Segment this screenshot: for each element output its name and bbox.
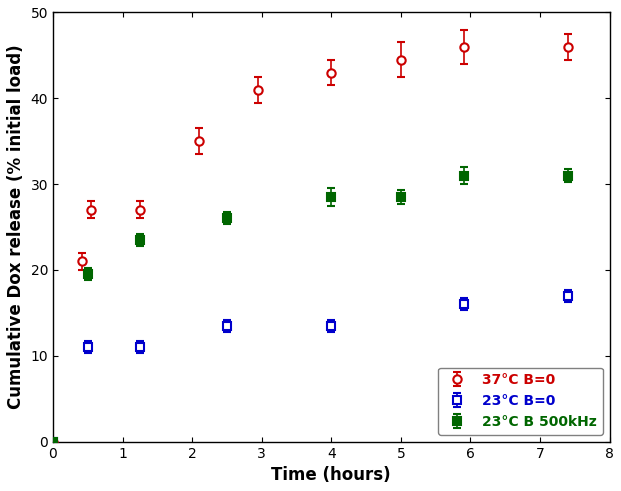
- Y-axis label: Cumulative Dox release (% initial load): Cumulative Dox release (% initial load): [7, 45, 25, 409]
- X-axis label: Time (hours): Time (hours): [271, 466, 391, 484]
- Legend: 37°C B=0, 23°C B=0, 23°C B 500kHz: 37°C B=0, 23°C B=0, 23°C B 500kHz: [438, 368, 602, 435]
